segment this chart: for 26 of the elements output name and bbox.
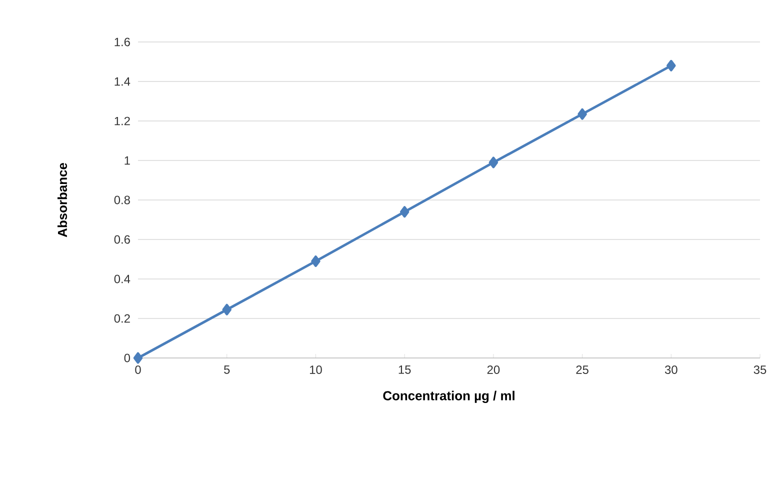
point (222, 304, 232, 316)
y-tick-label: 0.6 (114, 235, 130, 244)
y-tick-label: 1 (124, 156, 130, 165)
y-tick-label: 0.8 (114, 196, 130, 204)
y-tick-label: 1.6 (114, 38, 130, 46)
x-tick-label: 25 (576, 366, 588, 374)
y-tick-label: 0.4 (114, 274, 130, 284)
point (400, 206, 410, 218)
point (488, 156, 498, 168)
y-tick-label: 1.2 (114, 116, 130, 126)
y-tick-label: 0.2 (114, 314, 130, 323)
point (578, 108, 587, 120)
y-tick-label: 0 (124, 354, 130, 362)
x-tick-label: 30 (664, 366, 678, 374)
x-tick-label: 10 (310, 366, 322, 374)
x-tick-label: 20 (487, 366, 500, 374)
point (133, 352, 143, 364)
y-tick-label: 1.4 (114, 77, 130, 86)
x-axis-title: Concentration µg / ml (383, 390, 514, 403)
x-tick-label: 35 (754, 366, 766, 374)
x-tick-label: 15 (398, 366, 411, 374)
y-axis-title: Absorbance (58, 163, 68, 238)
point (311, 255, 320, 267)
point (666, 60, 676, 72)
x-tick-label: 0 (135, 366, 141, 374)
x-tick-label: 5 (224, 366, 230, 374)
